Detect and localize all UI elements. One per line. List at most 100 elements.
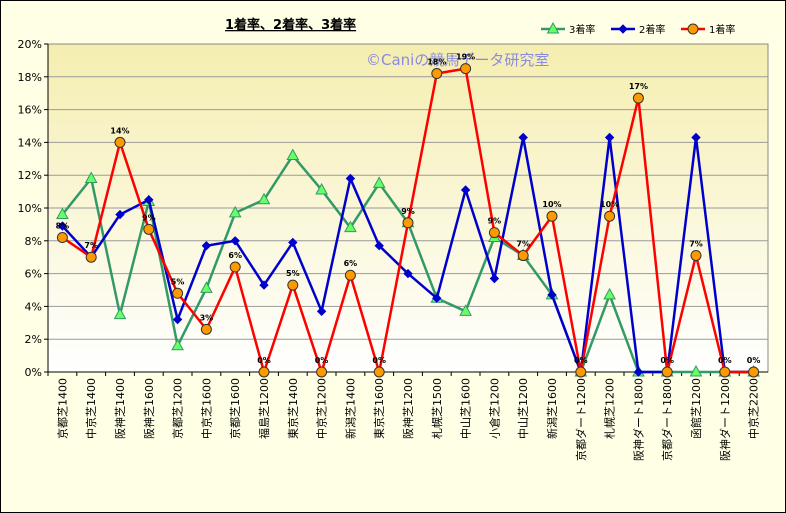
data-point — [144, 195, 154, 205]
data-point — [691, 132, 701, 143]
data-point — [517, 250, 529, 262]
data-label: 9% — [488, 217, 502, 226]
data-point — [230, 236, 240, 246]
series-2 — [57, 132, 759, 377]
y-tick-label: 12% — [18, 169, 42, 182]
data-point — [316, 366, 328, 378]
data-label: 8% — [56, 222, 70, 231]
data-label: 5% — [171, 277, 185, 286]
data-point — [432, 293, 442, 303]
data-label: 19% — [456, 53, 475, 62]
x-tick-label: 中山芝1600 — [460, 378, 473, 439]
data-label: 9% — [142, 213, 156, 222]
data-point — [57, 221, 68, 231]
data-point — [288, 237, 298, 248]
data-point — [689, 364, 703, 377]
legend-item: 3着率 — [541, 21, 595, 36]
data-point — [229, 261, 241, 273]
x-tick-label: 東京芝1400 — [286, 378, 300, 439]
data-point — [201, 241, 212, 251]
data-label: 7% — [516, 240, 530, 249]
data-label: 14% — [110, 126, 129, 135]
data-point — [259, 280, 269, 290]
data-label: 3% — [200, 313, 214, 322]
y-tick-label: 4% — [25, 300, 42, 313]
chart-title: 1着率、2着率、3着率 — [225, 17, 356, 33]
data-point — [632, 92, 644, 104]
data-label: 0% — [574, 356, 588, 365]
data-point — [316, 306, 327, 317]
data-point — [460, 185, 471, 195]
x-tick-label: 新潟芝1400 — [343, 378, 357, 439]
x-tick-label: 新潟芝1600 — [545, 378, 559, 439]
data-label: 0% — [372, 356, 386, 365]
data-point — [633, 367, 644, 377]
data-point — [228, 205, 242, 218]
data-label: 10% — [542, 200, 561, 209]
data-label: 7% — [689, 240, 703, 249]
data-point — [287, 279, 299, 291]
y-tick-label: 2% — [25, 333, 42, 346]
legend-marker — [546, 21, 560, 34]
data-point — [489, 273, 500, 284]
y-tick-label: 6% — [25, 268, 42, 281]
data-point — [315, 182, 328, 195]
data-point — [431, 68, 443, 80]
data-point — [488, 227, 500, 239]
data-point — [459, 304, 472, 316]
x-tick-label: 阪神芝1200 — [401, 378, 415, 439]
legend-label: 3着率 — [569, 23, 595, 36]
data-point — [603, 287, 616, 300]
data-label: 0% — [315, 356, 329, 365]
data-label: 10% — [600, 200, 619, 209]
x-tick-label: 札幌芝1200 — [603, 378, 617, 439]
x-tick-label: 阪神芝1600 — [142, 378, 156, 439]
data-label: 17% — [629, 82, 648, 91]
data-point — [172, 314, 183, 325]
data-point — [85, 251, 97, 263]
x-tick-label: 中京芝1200 — [315, 378, 329, 439]
legend-marker — [618, 24, 628, 34]
y-tick-label: 18% — [18, 71, 42, 84]
data-point — [373, 366, 385, 378]
x-axis: 京都芝1400 中京芝1400 阪神芝1400 阪神芝1600 京都芝1200 中京芝16… — [47, 371, 768, 461]
data-point — [518, 132, 528, 143]
data-label: 0% — [660, 356, 674, 365]
x-tick-label: 京都芝1400 — [55, 378, 69, 439]
legend-item: 1着率 — [681, 23, 735, 36]
data-label: 6% — [228, 251, 242, 260]
data-point — [113, 307, 127, 320]
data-label: 5% — [286, 269, 300, 278]
data-label: 9% — [401, 207, 415, 216]
data-point — [460, 63, 472, 75]
data-point — [690, 250, 702, 262]
series-3 — [56, 63, 760, 378]
x-tick-label: 阪神芝1400 — [113, 378, 127, 439]
x-tick-label: 東京芝1600 — [372, 378, 386, 439]
data-point — [200, 323, 212, 335]
y-tick-label: 8% — [25, 235, 42, 248]
x-tick-label: 中京芝1400 — [84, 378, 98, 439]
y-tick-label: 0% — [25, 366, 42, 379]
x-tick-label: 中京芝1600 — [199, 378, 213, 439]
data-label: 6% — [344, 259, 358, 268]
data-point — [56, 207, 69, 220]
legend-label: 2着率 — [639, 23, 665, 36]
data-label: 0% — [747, 356, 761, 365]
data-point — [200, 281, 213, 293]
data-point — [604, 210, 616, 222]
data-label: 18% — [427, 58, 446, 67]
legend-label: 1着率 — [709, 23, 735, 36]
data-point — [114, 136, 126, 148]
data-point — [115, 209, 125, 220]
data-point — [344, 269, 356, 281]
data-point — [171, 338, 184, 351]
legend: 3着率 2着率 1着率 — [541, 21, 735, 36]
x-tick-label: 京都芝1200 — [171, 378, 185, 439]
data-point — [661, 366, 673, 378]
x-tick-label: 阪神ダート1200 — [718, 378, 732, 461]
data-point — [257, 192, 271, 205]
data-point — [172, 287, 184, 299]
data-labels: 8% 7% 14% 9% 5% 3% 6% 0% 5% 0% 6% 0% 9% 18% 19% 9% 7% 10%… — [56, 53, 761, 365]
data-point — [84, 171, 98, 183]
